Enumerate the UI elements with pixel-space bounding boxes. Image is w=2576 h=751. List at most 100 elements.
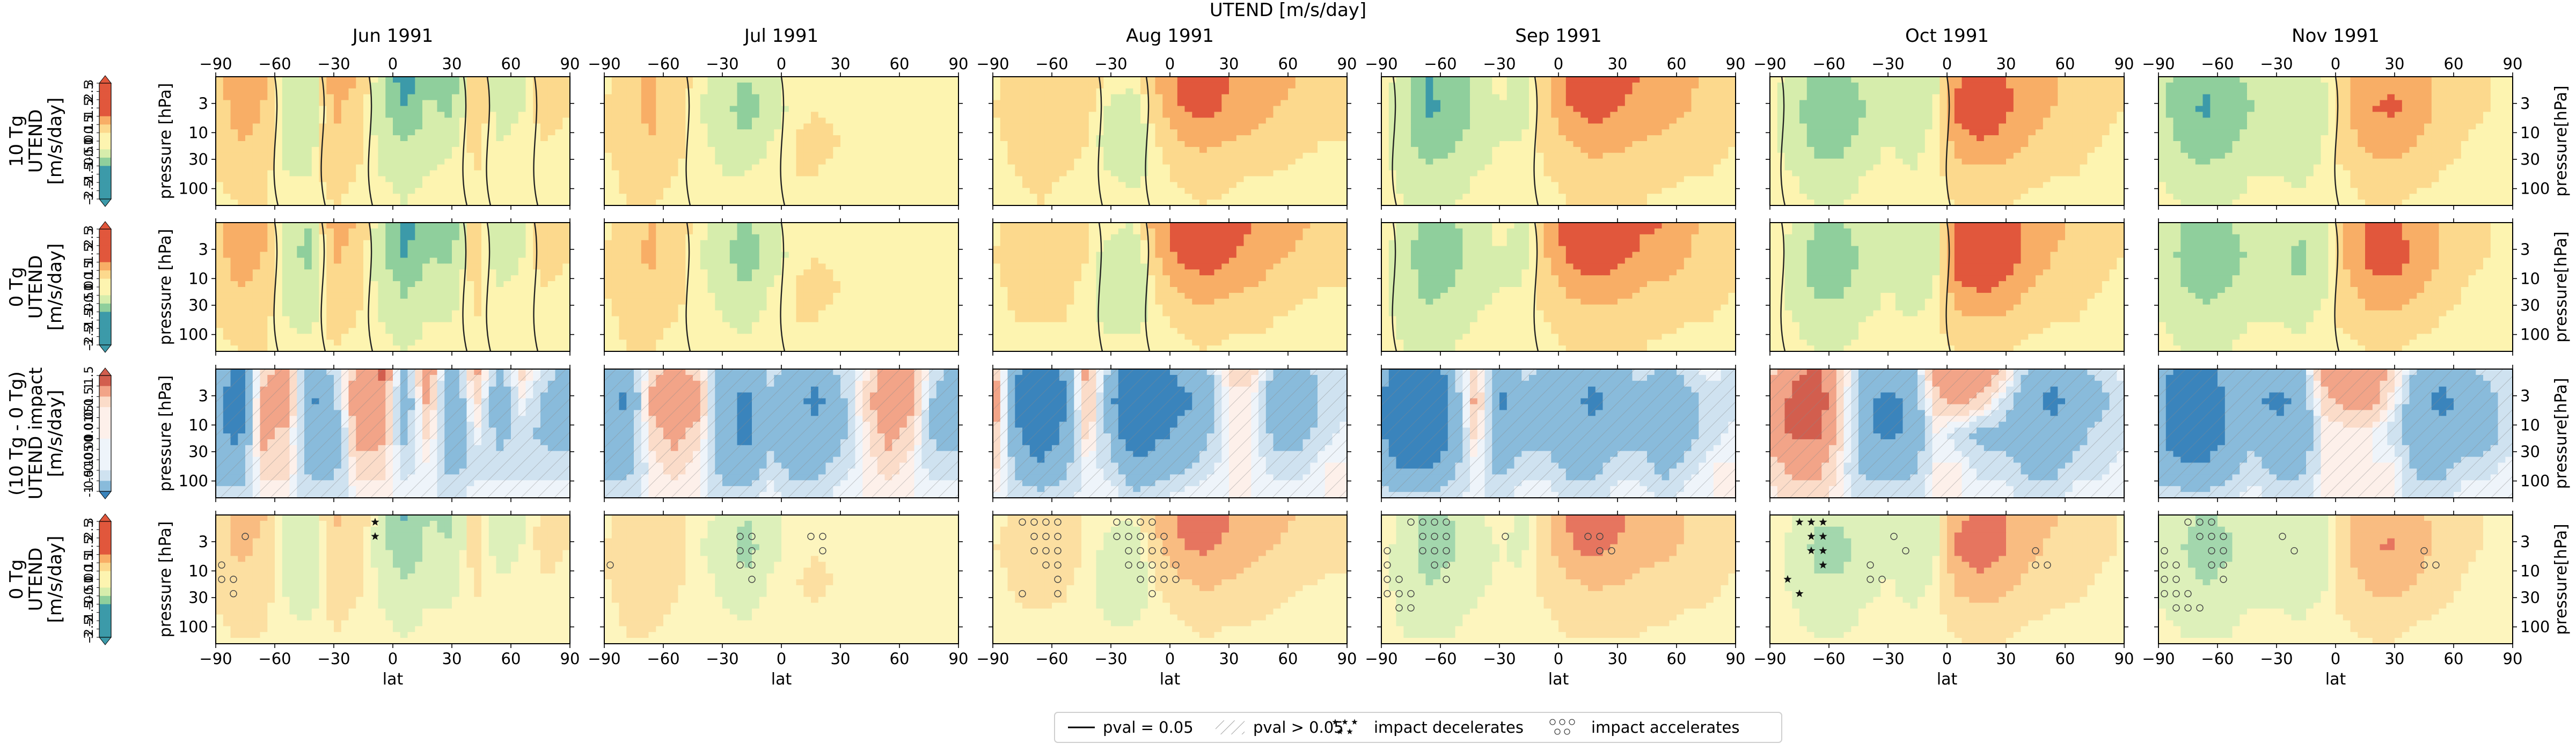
heatmap-cell (481, 100, 489, 107)
heatmap-cell (1037, 89, 1045, 95)
heatmap-cell (855, 176, 863, 183)
heatmap-cell (1325, 129, 1333, 136)
heatmap-cell (1140, 159, 1148, 165)
heatmap-cell (1588, 117, 1596, 124)
heatmap-cell (540, 159, 548, 165)
heatmap-cell (334, 141, 341, 148)
heatmap-cell (1229, 89, 1236, 95)
heatmap-cell (811, 135, 818, 142)
heatmap-cell (700, 188, 708, 194)
heatmap-cell (526, 182, 533, 188)
heatmap-cell (415, 77, 422, 83)
heatmap-cell (1148, 159, 1155, 165)
heatmap-cell (1103, 112, 1111, 119)
heatmap-cell (467, 135, 474, 142)
heatmap-cell (1692, 77, 1699, 83)
heatmap-cell (634, 117, 641, 124)
heatmap-cell (811, 182, 818, 188)
heatmap-cell (1588, 112, 1596, 119)
x-tick-label-top: 30 (1219, 55, 1239, 73)
heatmap-cell (1140, 112, 1148, 119)
heatmap-cell (1000, 176, 1008, 183)
heatmap-cell (282, 153, 290, 159)
heatmap-cell (1081, 94, 1089, 101)
heatmap-cell (1030, 106, 1037, 113)
heatmap-cell (700, 94, 708, 101)
heatmap-cell (944, 83, 952, 89)
heatmap-cell (540, 94, 548, 101)
heatmap-cell (1558, 117, 1566, 124)
heatmap-cell (1177, 94, 1185, 101)
heatmap-cell (634, 77, 641, 83)
heatmap-cell (437, 200, 445, 206)
heatmap-cell (1333, 89, 1340, 95)
heatmap-cell (1440, 123, 1448, 130)
heatmap-cell (1081, 171, 1089, 177)
heatmap-cell (1126, 176, 1133, 183)
heatmap-cell (1603, 112, 1611, 119)
heatmap-cell (253, 147, 260, 153)
heatmap-cell (319, 112, 327, 119)
heatmap-cell (496, 200, 504, 206)
heatmap-cell (1140, 106, 1148, 113)
heatmap-cell (1000, 194, 1008, 200)
heatmap-cell (1185, 135, 1192, 142)
heatmap-cell (1229, 182, 1236, 188)
heatmap-cell (1514, 129, 1522, 136)
heatmap-cell (840, 141, 848, 148)
heatmap-cell (1728, 106, 1736, 113)
heatmap-cell (1030, 188, 1037, 194)
heatmap-cell (678, 194, 686, 200)
heatmap-cell (1162, 165, 1170, 171)
heatmap-cell (1340, 112, 1347, 119)
heatmap-cell (1333, 147, 1340, 153)
heatmap-cell (671, 123, 678, 130)
heatmap-cell (774, 94, 781, 101)
heatmap-cell (304, 147, 312, 153)
heatmap-cell (1440, 100, 1448, 107)
heatmap-cell (862, 176, 870, 183)
heatmap-cell (708, 153, 715, 159)
heatmap-cell (1207, 171, 1214, 177)
heatmap-cell (1244, 94, 1252, 101)
heatmap-cell (1588, 83, 1596, 89)
heatmap-cell (1022, 194, 1030, 200)
heatmap-cell (282, 135, 290, 142)
heatmap-cell (626, 83, 634, 89)
heatmap-cell (1185, 188, 1192, 194)
heatmap-cell (452, 200, 459, 206)
heatmap-cell (1580, 117, 1588, 124)
heatmap-cell (1325, 194, 1333, 200)
heatmap-cell (700, 153, 708, 159)
heatmap-cell (1192, 159, 1199, 165)
heatmap-cell (1596, 83, 1603, 89)
heatmap-cell (378, 100, 386, 107)
heatmap-cell (663, 117, 671, 124)
heatmap-cell (267, 100, 275, 107)
heatmap-cell (1162, 194, 1170, 200)
heatmap-cell (1529, 112, 1536, 119)
heatmap-cell (511, 141, 518, 148)
heatmap-cell (334, 77, 341, 83)
heatmap-cell (260, 89, 268, 95)
heatmap-cell (1448, 89, 1455, 95)
heatmap-cell (634, 194, 641, 200)
heatmap-cell (907, 147, 914, 153)
heatmap-cell (1318, 141, 1325, 148)
heatmap-cell (1192, 153, 1199, 159)
heatmap-cell (752, 123, 759, 130)
heatmap-cell (1155, 147, 1163, 153)
heatmap-cell (474, 182, 481, 188)
heatmap-cell (752, 194, 759, 200)
x-tick-label-top: −30 (706, 55, 738, 73)
heatmap-cell (1625, 77, 1633, 83)
heatmap-cell (562, 100, 570, 107)
heatmap-cell (1258, 83, 1266, 89)
heatmap-cell (385, 89, 393, 95)
heatmap-cell (496, 159, 504, 165)
heatmap-cell (496, 117, 504, 124)
heatmap-cell (626, 141, 634, 148)
heatmap-cell (267, 94, 275, 101)
heatmap-cell (862, 112, 870, 119)
heatmap-cell (730, 182, 737, 188)
